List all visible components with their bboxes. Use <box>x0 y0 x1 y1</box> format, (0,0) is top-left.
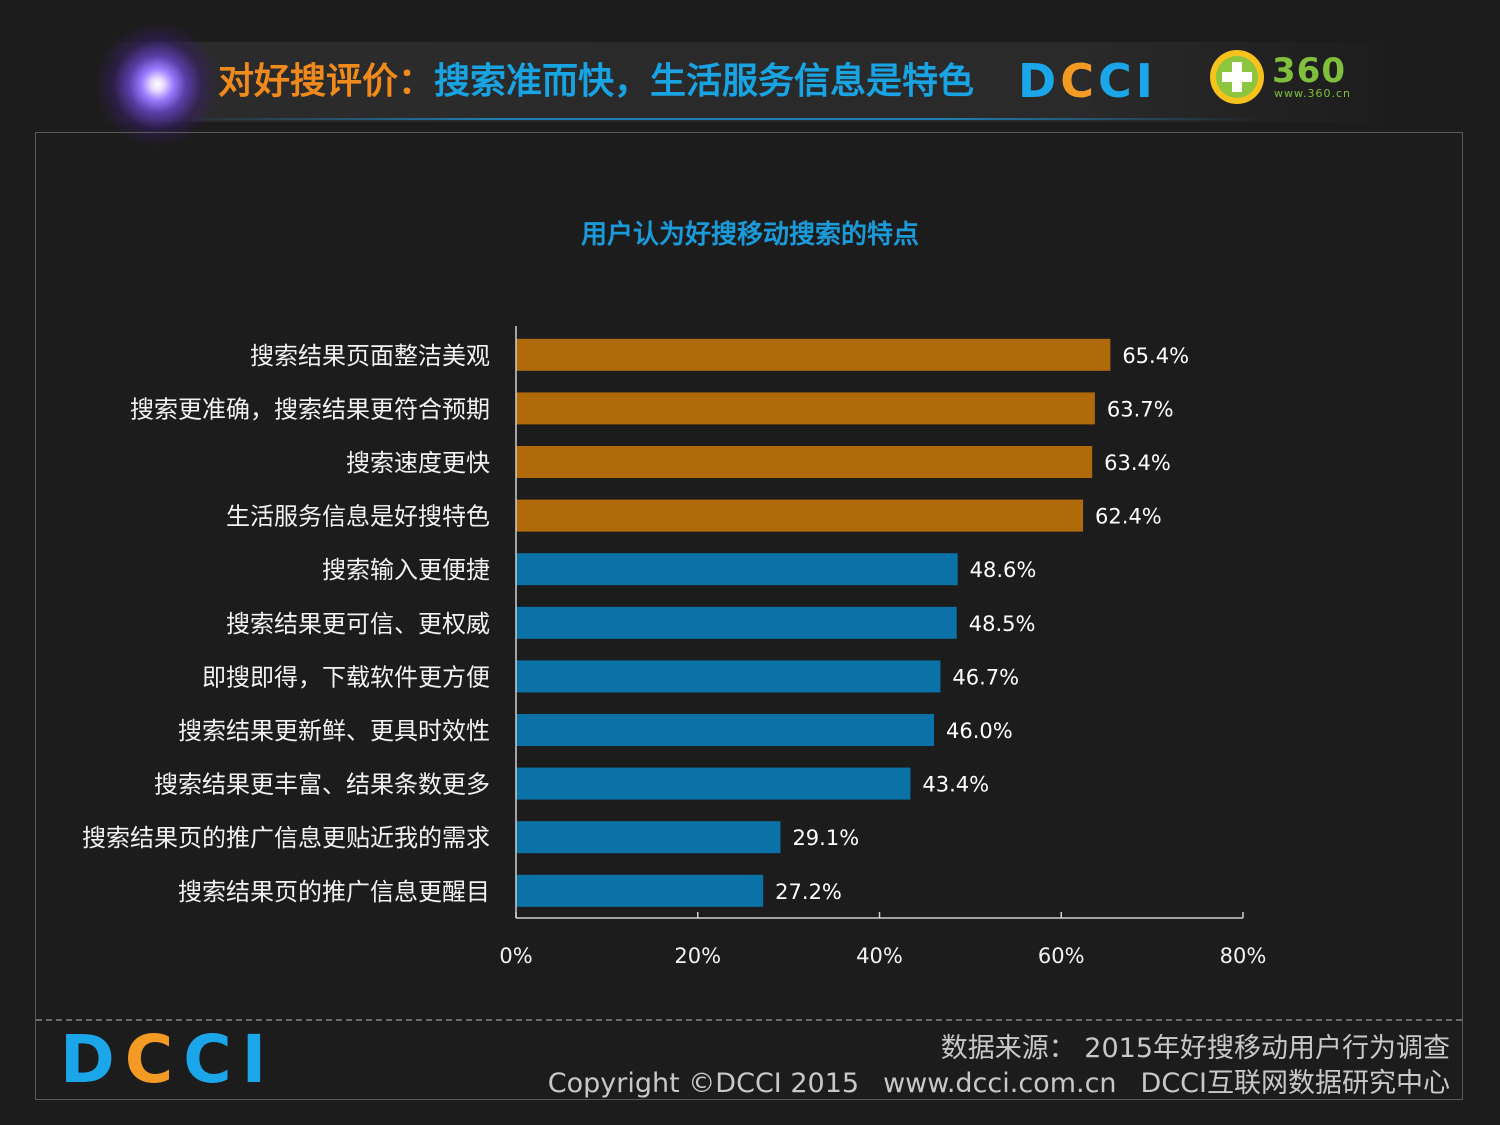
data-source: 数据来源： 2015年好搜移动用户行为调查 <box>940 1033 1450 1064</box>
bar-value-label: 27.2% <box>775 880 842 904</box>
chart-title: 用户认为好搜移动搜索的特点 <box>580 220 919 250</box>
dcci-logo-footer-text: DCCI <box>60 1030 276 1086</box>
page-title: 对好搜评价：搜索准而快，生活服务信息是特色 <box>218 56 974 108</box>
category-label: 搜索结果页的推广信息更贴近我的需求 <box>82 824 490 852</box>
category-label: 搜索结果更丰富、结果条数更多 <box>154 771 490 799</box>
bar <box>516 553 958 586</box>
bar <box>516 821 781 854</box>
bar-value-label: 65.4% <box>1122 344 1189 368</box>
dcci-logo-top-letter: C <box>1097 54 1136 108</box>
bar <box>516 606 957 639</box>
dcci-logo-top-letter: D <box>1018 54 1061 108</box>
footer-divider <box>36 1019 1462 1021</box>
x-tick-label: 80% <box>1220 944 1267 968</box>
sparkle-decoration <box>95 22 220 147</box>
category-label: 搜索结果页面整洁美观 <box>250 342 490 370</box>
dcci-logo-footer-letter: C <box>125 1030 183 1086</box>
content-frame <box>35 132 1463 1100</box>
bar <box>516 338 1111 371</box>
website-link[interactable]: www.dcci.com.cn <box>883 1068 1117 1099</box>
bar-value-label: 29.1% <box>792 826 859 850</box>
category-label: 搜索速度更快 <box>346 449 490 477</box>
bar-value-label: 43.4% <box>922 773 989 797</box>
360-logo-url: www.360.cn <box>1274 87 1351 100</box>
category-label: 即搜即得，下载软件更方便 <box>202 663 490 691</box>
x-tick-label: 60% <box>1038 944 1085 968</box>
bar-value-label: 62.4% <box>1095 505 1162 529</box>
copyright-text: Copyright ©DCCI 2015 <box>547 1068 860 1099</box>
bar-value-label: 48.5% <box>969 612 1036 636</box>
dcci-logo-footer: DCCI <box>60 1030 276 1086</box>
bar <box>516 767 911 800</box>
bar-value-label: 63.4% <box>1104 451 1171 475</box>
bar-value-label: 46.0% <box>946 719 1013 743</box>
bar-value-label: 48.6% <box>970 558 1037 582</box>
category-label: 搜索输入更便捷 <box>322 556 490 584</box>
category-label: 生活服务信息是好搜特色 <box>226 503 490 531</box>
category-label: 搜索结果更新鲜、更具时效性 <box>178 717 490 745</box>
bar-chart: 65.4% 搜索结果页面整洁美观 63.7% 搜索更准确，搜索结果更符合预期 63.4%… <box>82 326 1267 968</box>
x-tick-label: 40% <box>856 944 903 968</box>
bar <box>516 660 941 693</box>
page-title-part1: 对好搜评价： <box>218 61 435 102</box>
dcci-logo-top: DCCI <box>1018 58 1157 104</box>
header-band <box>100 42 1400 122</box>
bar <box>516 499 1084 532</box>
dcci-logo-footer-letter: I <box>242 1030 277 1086</box>
360-logo-icon <box>1210 50 1264 104</box>
dcci-logo-top-letter: C <box>1060 54 1098 108</box>
bar <box>516 714 935 746</box>
copyright-line: Copyright ©DCCI 2015 www.dcci.com.cn DCCI互… <box>548 1061 1450 1100</box>
bar-value-label: 63.7% <box>1107 397 1174 421</box>
x-tick-label: 20% <box>674 944 721 968</box>
dcci-logo-top-letter: I <box>1135 54 1157 108</box>
dcci-logo-footer-letter: D <box>60 1030 125 1086</box>
header-underline <box>180 118 1260 120</box>
x-tick-label: 0% <box>499 944 532 968</box>
bar <box>516 874 764 907</box>
dcci-logo-footer-letter: C <box>183 1030 241 1086</box>
category-label: 搜索结果更可信、更权威 <box>226 610 490 638</box>
category-label: 搜索更准确，搜索结果更符合预期 <box>130 395 490 423</box>
bar <box>516 446 1093 478</box>
page-title-part2: 搜索准而快，生活服务信息是特色 <box>434 61 975 102</box>
category-label: 搜索结果页的推广信息更醒目 <box>178 878 490 906</box>
360-logo-text: 360 <box>1272 51 1346 91</box>
bar <box>516 392 1095 425</box>
org-name: DCCI互联网数据研究中心 <box>1140 1068 1450 1099</box>
bar-value-label: 46.7% <box>952 665 1019 689</box>
